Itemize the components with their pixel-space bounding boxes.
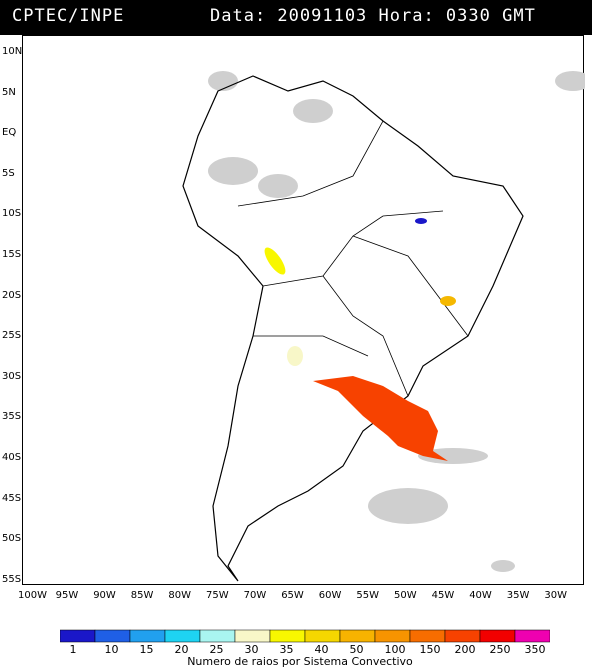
lon-label: 60W (318, 590, 342, 601)
cloud-patch (555, 71, 591, 91)
border-line (352, 235, 469, 337)
lon-label: 50W (394, 590, 417, 601)
colorbar-segment (199, 629, 236, 643)
colorbar-segment (234, 629, 271, 643)
colorbar-tick-label: 200 (454, 643, 476, 656)
cloud-patches (208, 71, 591, 572)
lat-label: 10N (2, 46, 23, 57)
header-datetime: Data: 20091103 Hora: 0330 GMT (210, 6, 536, 26)
cloud-patch (491, 560, 515, 572)
colorbar-segment (339, 629, 376, 643)
lat-label: 45S (2, 492, 22, 504)
colorbar-tick-label: 250 (489, 643, 511, 656)
lon-label: 80W (168, 590, 192, 601)
lat-label: 30S (2, 370, 22, 382)
colorbar-segment (164, 629, 201, 643)
convective-system-blue (415, 218, 427, 224)
border-line (253, 335, 369, 357)
lon-label: 70W (243, 590, 267, 601)
lon-label: 65W (281, 590, 304, 601)
convective-system-pale (287, 346, 303, 366)
lat-label: 40S (2, 452, 22, 463)
lat-label: 25S (2, 330, 22, 342)
colorbar-segment (60, 629, 96, 643)
lat-label: 50S (2, 533, 22, 545)
country-borders (237, 120, 469, 397)
lat-label: 15S (2, 249, 22, 260)
lon-label: 100W (18, 590, 47, 601)
colorbar-tick-label: 1 (69, 643, 77, 656)
colorbar-segment (479, 629, 516, 643)
lon-label: 35W (506, 590, 530, 601)
map-frame (22, 35, 591, 585)
colorbar (60, 629, 550, 643)
cloud-patch (208, 157, 258, 185)
colorbar-tick-label: 25 (209, 643, 224, 656)
cloud-patch (368, 488, 448, 524)
colorbar-segment (409, 629, 446, 643)
lon-label: 90W (93, 590, 116, 601)
border-line (237, 120, 384, 207)
colorbar-segment (514, 629, 550, 643)
convective-system-gold (440, 296, 456, 306)
lon-label: 85W (130, 590, 154, 601)
colorbar-tick-label: 350 (524, 643, 546, 656)
colorbar-tick-label: 150 (419, 643, 441, 656)
map-canvas (182, 71, 591, 582)
colorbar-segment (374, 629, 411, 643)
header-source: CPTEC/INPE (12, 6, 125, 26)
continent-outline (182, 75, 524, 582)
lon-label: 30W (544, 590, 568, 601)
colorbar-tick-label: 50 (349, 643, 364, 656)
lon-label: 75W (206, 590, 229, 601)
colorbar-tick-label: 100 (384, 643, 406, 656)
map-header: CPTEC/INPE Data: 20091103 Hora: 0330 GMT (0, 0, 592, 35)
border-line (322, 275, 409, 397)
colorbar-tick-label: 10 (104, 643, 119, 656)
colorbar-tick-label: 40 (314, 643, 329, 656)
lat-label: 20S (2, 289, 22, 301)
colorbar-tick-label: 20 (174, 643, 189, 656)
colorbar-segment (129, 629, 166, 643)
cloud-patch (293, 99, 333, 123)
colorbar-tick-label: 15 (139, 643, 154, 656)
lat-label: 35S (2, 411, 22, 423)
colorbar-segment (444, 629, 481, 643)
convective-system-red (313, 376, 448, 461)
cloud-patch (258, 174, 298, 198)
colorbar-segment (269, 629, 306, 643)
lat-label: 5S (2, 167, 15, 179)
lon-label: 95W (55, 590, 79, 601)
lon-label: 45W (431, 590, 455, 601)
colorbar-tick-label: 35 (279, 643, 294, 656)
lat-label: 5N (2, 86, 16, 98)
colorbar-tick-label: 30 (244, 643, 259, 656)
colorbar-segment (94, 629, 131, 643)
convective-system-yellow (264, 247, 286, 275)
colorbar-title: Numero de raios por Sistema Convectivo (187, 655, 413, 668)
lon-label: 40W (469, 590, 492, 601)
colorbar-segment (304, 629, 341, 643)
lon-label: 55W (356, 590, 380, 601)
lat-label: EQ (2, 127, 17, 139)
cloud-patch (208, 71, 238, 91)
cloud-patch (418, 448, 488, 464)
lat-label: 55S (2, 573, 22, 585)
lat-label: 10S (2, 208, 22, 220)
